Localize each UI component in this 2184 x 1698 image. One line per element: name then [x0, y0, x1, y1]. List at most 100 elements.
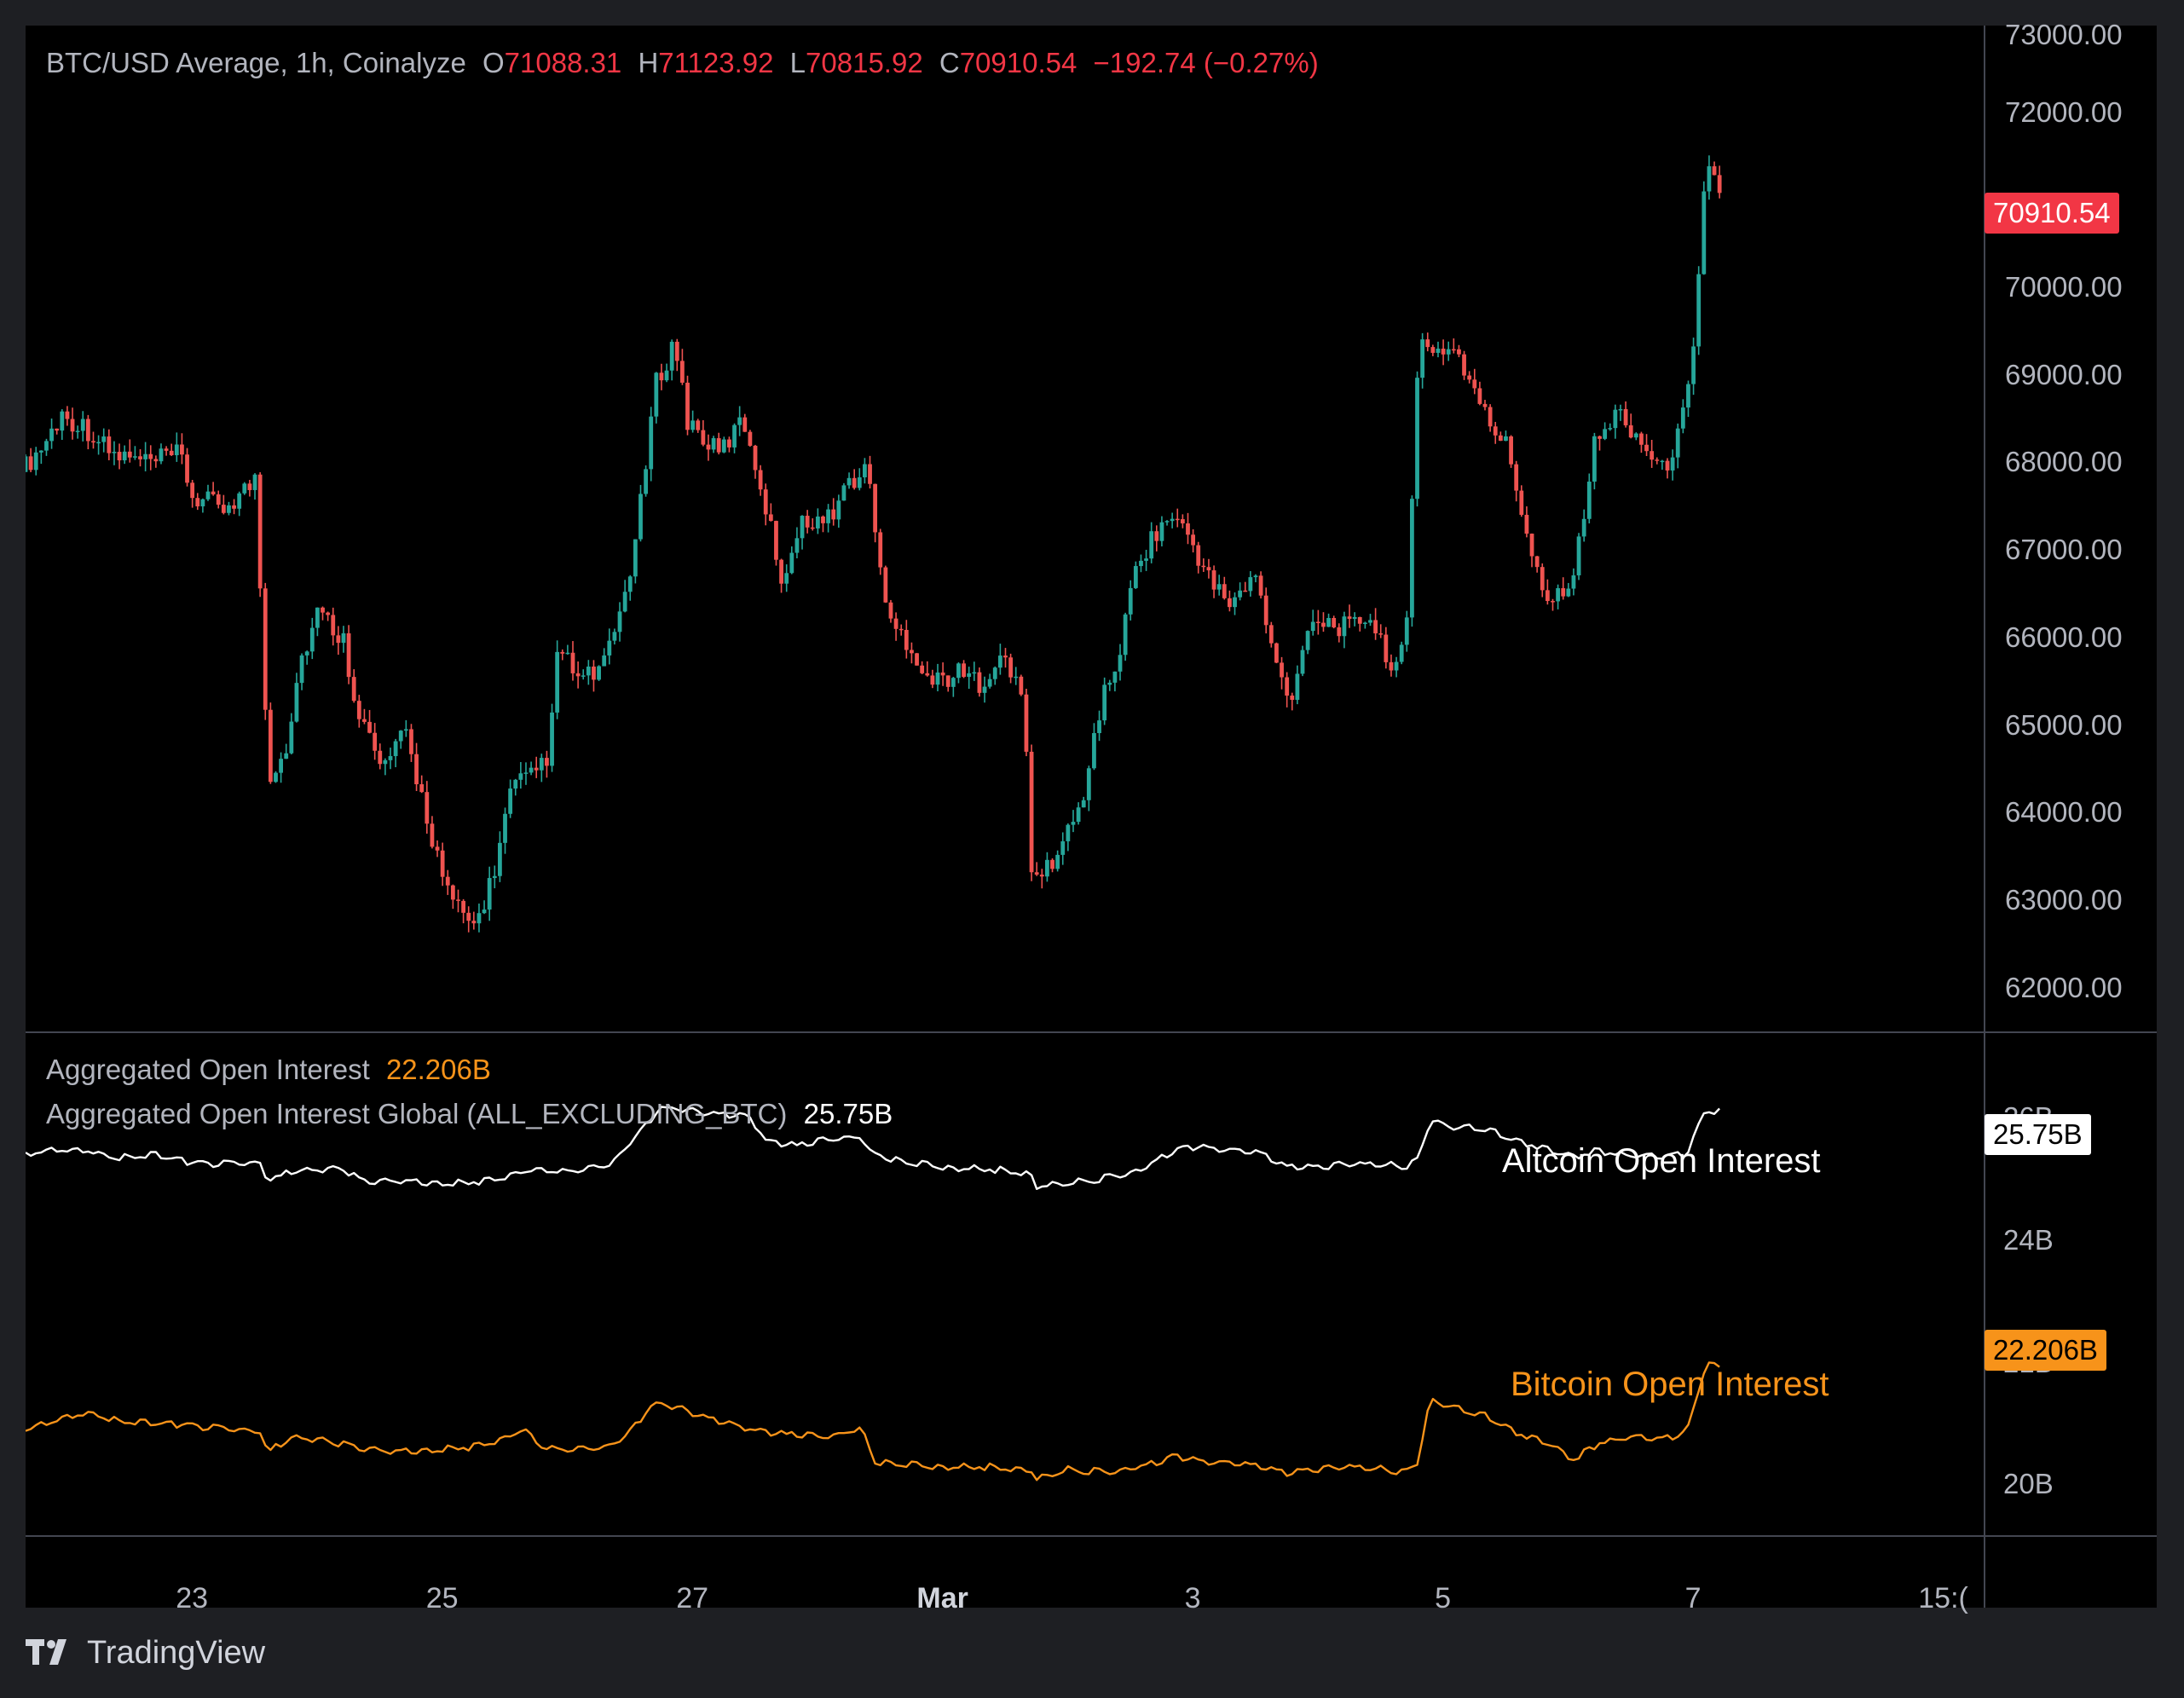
candle: [1092, 723, 1096, 771]
candle: [888, 599, 893, 623]
candle: [268, 702, 273, 784]
candle: [857, 468, 862, 491]
candle: [430, 816, 435, 849]
candle: [863, 458, 867, 484]
candle: [1315, 609, 1320, 635]
candle-body: [1425, 339, 1430, 348]
candle-body: [727, 439, 731, 448]
candle: [1268, 621, 1274, 648]
candle: [977, 667, 982, 697]
candle: [1008, 653, 1014, 684]
candle-body: [1243, 590, 1248, 592]
candle-body: [805, 516, 810, 528]
candle-body: [539, 758, 544, 771]
candle-body: [550, 712, 554, 766]
candle: [1071, 810, 1076, 833]
candle-body: [1128, 587, 1133, 615]
candle-body: [1472, 379, 1477, 389]
chart-svg[interactable]: [26, 26, 2157, 1608]
altcoin-oi-layer: [26, 1106, 1720, 1191]
alt-oi-legend-value: 25.75B: [803, 1098, 893, 1129]
ohlc-low: L70815.92: [789, 47, 923, 78]
candle: [482, 900, 487, 915]
candle: [419, 775, 425, 794]
candle: [1133, 561, 1138, 589]
candle: [211, 482, 216, 496]
candle: [461, 898, 466, 924]
candle: [1123, 612, 1128, 661]
candle: [1457, 344, 1461, 358]
candle: [868, 455, 872, 489]
candle-body: [138, 456, 142, 459]
candle: [232, 499, 236, 515]
candle-body: [38, 450, 43, 453]
candle-body: [1524, 514, 1529, 534]
candle-body: [309, 627, 315, 652]
candle-body: [419, 784, 425, 793]
candle: [555, 640, 560, 719]
candle: [1670, 449, 1675, 481]
price-axis-tick: 64000.00: [2005, 796, 2123, 829]
candle: [836, 494, 841, 528]
candle-body: [1702, 191, 1707, 274]
candle-body: [1321, 622, 1326, 627]
candle-body: [503, 813, 507, 843]
candle-body: [112, 452, 117, 453]
candle: [414, 742, 419, 792]
candle-body: [982, 686, 987, 693]
brand-name: TradingView: [87, 1635, 266, 1671]
candle-body: [597, 666, 601, 680]
candle-body: [1368, 620, 1372, 623]
candle: [169, 443, 174, 456]
candle: [649, 407, 654, 482]
candle-body: [852, 477, 857, 488]
bitcoin-oi-annotation: Bitcoin Open Interest: [1511, 1366, 1829, 1403]
candle-body: [972, 672, 977, 674]
price-axis-tick: 62000.00: [2005, 971, 2123, 1003]
candle-body: [950, 678, 956, 687]
candle: [466, 906, 471, 933]
candle: [440, 842, 445, 887]
candle-body: [1066, 824, 1071, 841]
candle: [200, 498, 205, 513]
candle-body: [1586, 482, 1592, 519]
candle-body: [174, 444, 179, 456]
candle-body: [356, 701, 361, 719]
candle: [274, 771, 278, 783]
candle-body: [80, 419, 85, 431]
candle: [1050, 858, 1054, 873]
time-axis-tick: 3: [1184, 1582, 1201, 1614]
candle: [1201, 558, 1206, 572]
candle: [299, 653, 304, 690]
candle-body: [956, 663, 961, 679]
alt-oi-legend: Aggregated Open Interest Global (ALL_EXC…: [46, 1098, 901, 1130]
candle: [1404, 610, 1409, 652]
tradingview-brand[interactable]: TradingView: [26, 1635, 265, 1672]
alt-axis-tick: 24B: [2003, 1224, 2054, 1256]
candle: [503, 807, 507, 854]
candle-body: [992, 667, 997, 679]
candle: [1060, 832, 1066, 865]
btc-oi-legend: Aggregated Open Interest 22.206B: [46, 1054, 500, 1086]
candle-body: [878, 532, 883, 568]
candle-body: [748, 431, 753, 446]
candle: [1472, 368, 1477, 395]
candle: [1310, 609, 1315, 636]
candle-body: [159, 448, 164, 462]
candle: [638, 484, 643, 542]
candle-body: [1571, 575, 1576, 589]
candle: [1482, 400, 1488, 411]
candle-body: [940, 672, 945, 676]
candle: [685, 375, 690, 436]
candle: [216, 490, 221, 509]
candle: [779, 558, 783, 593]
candle: [904, 620, 909, 659]
candle-body: [70, 419, 75, 432]
candle: [982, 676, 987, 703]
candle: [1196, 541, 1201, 574]
candle-body: [1154, 531, 1159, 541]
candle-body: [164, 448, 169, 451]
candle: [378, 743, 383, 770]
chart-frame[interactable]: BTC/USD Average, 1h, Coinalyze O71088.31…: [26, 19, 2157, 1614]
candle: [612, 628, 617, 645]
